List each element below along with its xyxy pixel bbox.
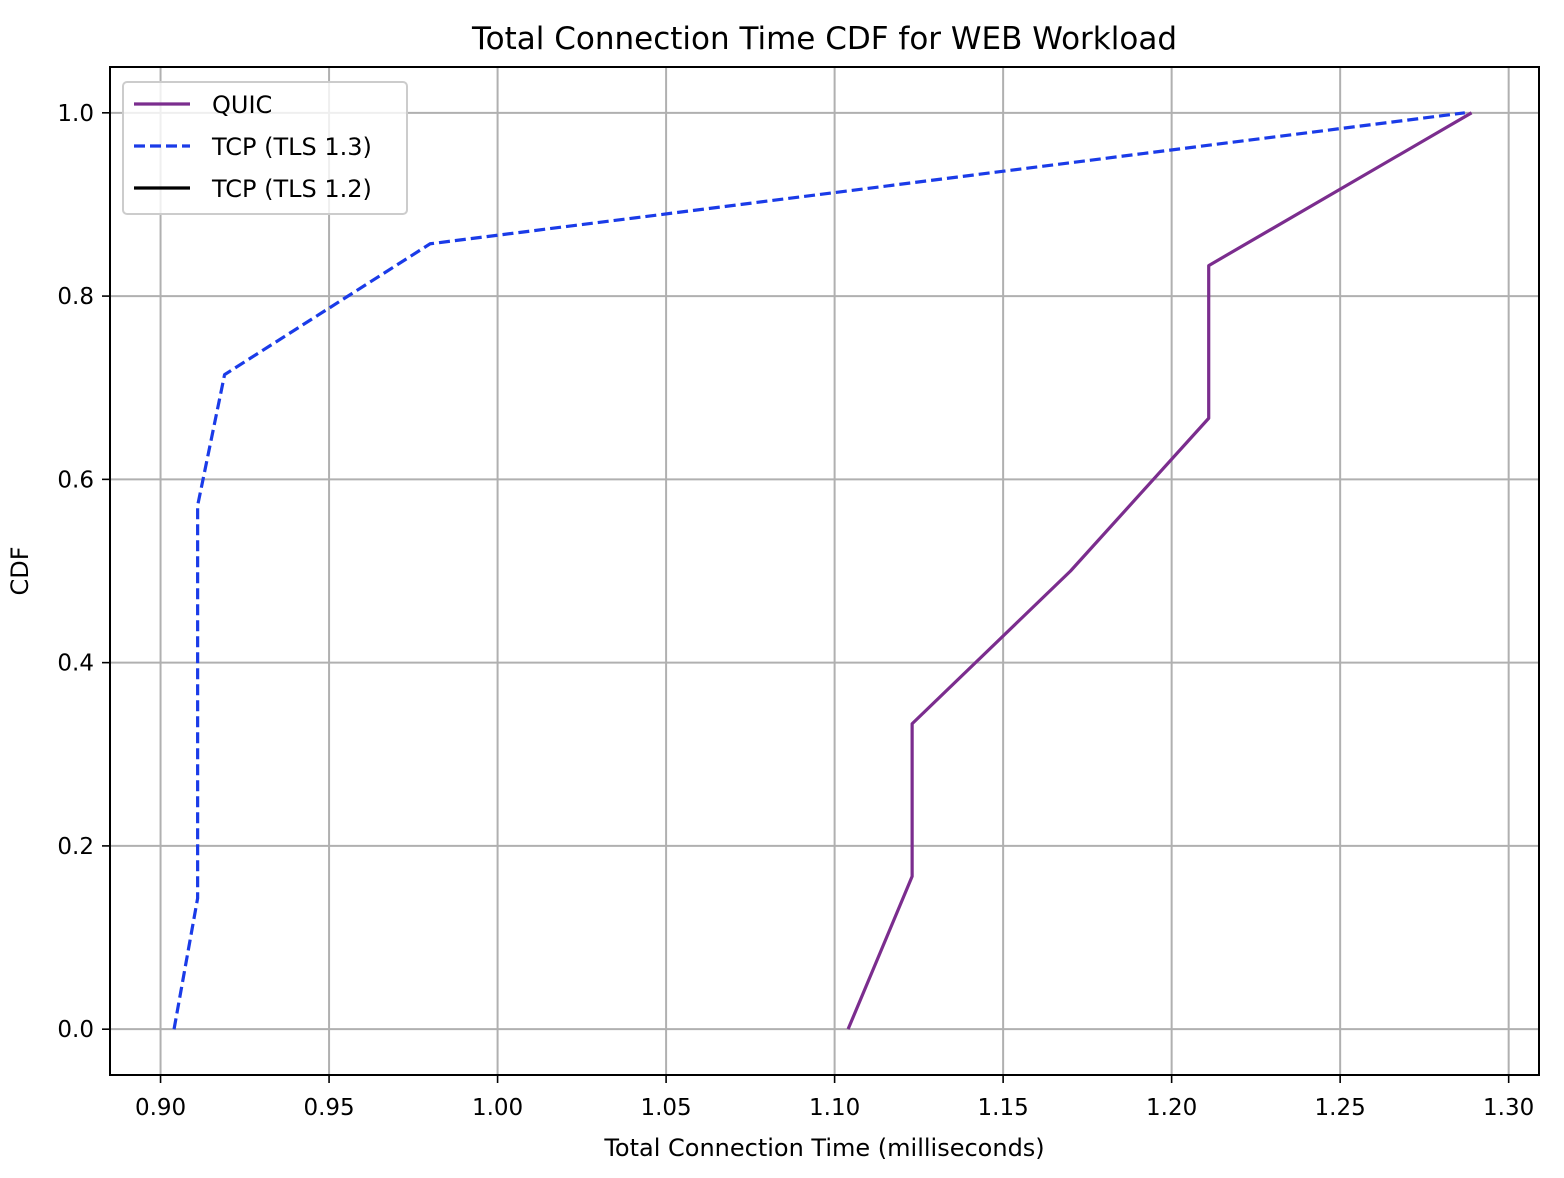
- y-tick-label: 0.8: [57, 284, 94, 310]
- y-tick-label: 0.2: [57, 834, 94, 860]
- x-tick-label: 1.05: [640, 1095, 691, 1121]
- chart-title: Total Connection Time CDF for WEB Worklo…: [471, 21, 1177, 57]
- x-axis-label: Total Connection Time (milliseconds): [603, 1134, 1044, 1162]
- y-tick-label: 0.4: [57, 651, 94, 677]
- grid: [110, 67, 1539, 1075]
- y-axis-label: CDF: [6, 546, 34, 595]
- x-tick-label: 0.95: [303, 1095, 354, 1121]
- x-tick-label: 0.90: [135, 1095, 186, 1121]
- x-tick-label: 1.15: [978, 1095, 1029, 1121]
- x-tick-label: 1.00: [472, 1095, 523, 1121]
- legend-label: TCP (TLS 1.2): [211, 175, 372, 203]
- plot-frame: [109, 66, 1540, 1076]
- legend-items: QUIC TCP (TLS 1.3) TCP (TLS 1.2): [134, 91, 372, 203]
- x-tick-label: 1.20: [1146, 1095, 1197, 1121]
- x-axis-ticks: 0.90 0.95 1.00 1.05 1.10 1.15 1.20 1.25 1.30: [135, 1075, 1534, 1121]
- x-tick-label: 1.30: [1483, 1095, 1534, 1121]
- series-layer: [172, 111, 1473, 1030]
- legend-label: TCP (TLS 1.3): [211, 133, 372, 161]
- y-tick-label: 0.6: [57, 467, 94, 493]
- legend: QUIC TCP (TLS 1.3) TCP (TLS 1.2): [122, 81, 408, 215]
- series-line-quic: [846, 111, 1473, 1030]
- x-tick-label: 1.25: [1315, 1095, 1366, 1121]
- series-line-tcp-tls-1-3: [172, 111, 1466, 1030]
- y-axis-ticks: 0.0 0.2 0.4 0.6 0.8 1.0: [57, 101, 110, 1043]
- legend-box: [122, 81, 408, 215]
- legend-label: QUIC: [212, 91, 272, 119]
- y-tick-label: 1.0: [57, 101, 94, 127]
- x-tick-label: 1.10: [809, 1095, 860, 1121]
- y-tick-label: 0.0: [57, 1017, 94, 1043]
